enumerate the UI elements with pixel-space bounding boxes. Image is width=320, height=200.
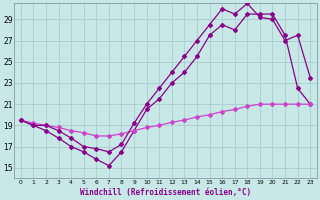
X-axis label: Windchill (Refroidissement éolien,°C): Windchill (Refroidissement éolien,°C) [80,188,251,197]
